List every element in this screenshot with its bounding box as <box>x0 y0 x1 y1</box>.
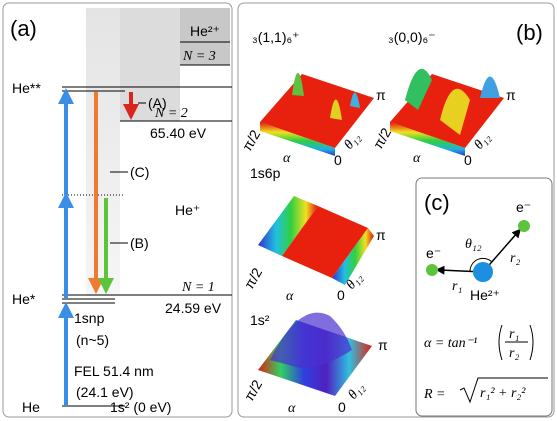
formula: r₁ <box>509 327 519 342</box>
angle-label: θ₁₂ <box>465 237 482 252</box>
axis-label: 0 <box>334 152 342 168</box>
axis-label: 0 <box>337 287 345 303</box>
axis-label: 0 <box>464 152 472 168</box>
shape <box>518 220 530 232</box>
electron-label: e⁻ <box>426 245 441 261</box>
surface-plot: 1s² π/2 α 0 θ₁₂ π <box>241 312 388 416</box>
surface-plot: ₃(1,1)₆⁺ π/2 α 0 θ₁₂ π <box>239 29 386 168</box>
distance-label: r₂ <box>510 251 520 266</box>
level-label: N = 1 <box>181 280 215 295</box>
shape <box>86 8 120 296</box>
level-label: N = 2 <box>154 106 188 121</box>
energy-label: 65.40 eV <box>150 125 207 141</box>
surface-plot: ₃(0,0)₆⁻ π/2 α 0 θ₁₂ π <box>370 29 516 168</box>
laser-label: FEL 51.4 nm <box>74 363 154 379</box>
axis-label: π <box>506 87 516 103</box>
level-label: He⁺ <box>175 202 200 218</box>
plot-title: ₃(0,0)₆⁻ <box>388 29 436 45</box>
level-label: 1snp <box>74 310 105 326</box>
level-label: (n~5) <box>76 332 109 348</box>
level-label: He²⁺ <box>190 23 220 39</box>
axis-label: α <box>283 151 291 166</box>
level-label: N = 3 <box>182 49 216 64</box>
figure: (a) He²⁺ He** N = 3 (A) N = 2 65.40 eV (… <box>0 0 557 421</box>
axis-label: π <box>376 87 386 103</box>
axis-label: θ₁₂ <box>346 380 368 402</box>
nucleus-label: He²⁺ <box>470 287 500 303</box>
distance-label: r₁ <box>452 279 462 294</box>
axis-label: α <box>286 289 294 304</box>
transition-label: (C) <box>130 164 149 180</box>
axis-label: π/2 <box>241 265 266 292</box>
axis-label: π/2 <box>239 127 264 154</box>
surface-plot: 1s6p π/2 α 0 θ₁₂ π <box>241 165 386 304</box>
formula: α = tan⁻¹ <box>424 336 477 351</box>
level-label: He** <box>12 80 41 96</box>
panel-label: (c) <box>424 190 450 215</box>
level-label: 1s² (0 eV) <box>110 399 171 415</box>
axis-label: π <box>378 337 388 353</box>
shape <box>473 262 493 282</box>
axis-label: 0 <box>338 399 346 415</box>
formula: r₁² + r₂² <box>480 386 526 401</box>
shape <box>480 77 500 99</box>
level-label: He <box>22 399 40 415</box>
plot-title: ₃(1,1)₆⁺ <box>252 29 300 45</box>
plot-title: 1s² <box>250 312 270 328</box>
shape <box>426 264 438 276</box>
formula: r₂ <box>509 346 519 361</box>
formula: R = <box>423 387 446 402</box>
axis-label: α <box>413 151 421 166</box>
electron-label: e⁻ <box>516 199 531 215</box>
transition-label: (B) <box>130 235 149 251</box>
panel-label: (a) <box>10 16 37 41</box>
plot-title: 1s6p <box>250 165 281 181</box>
axis-label: α <box>288 401 296 416</box>
axis-label: π/2 <box>241 377 266 404</box>
panel-label: (b) <box>516 20 543 45</box>
axis-label: π <box>376 227 386 243</box>
energy-label: 24.59 eV <box>165 300 222 316</box>
laser-label: (24.1 eV) <box>76 384 134 400</box>
level-label: He* <box>12 291 36 307</box>
